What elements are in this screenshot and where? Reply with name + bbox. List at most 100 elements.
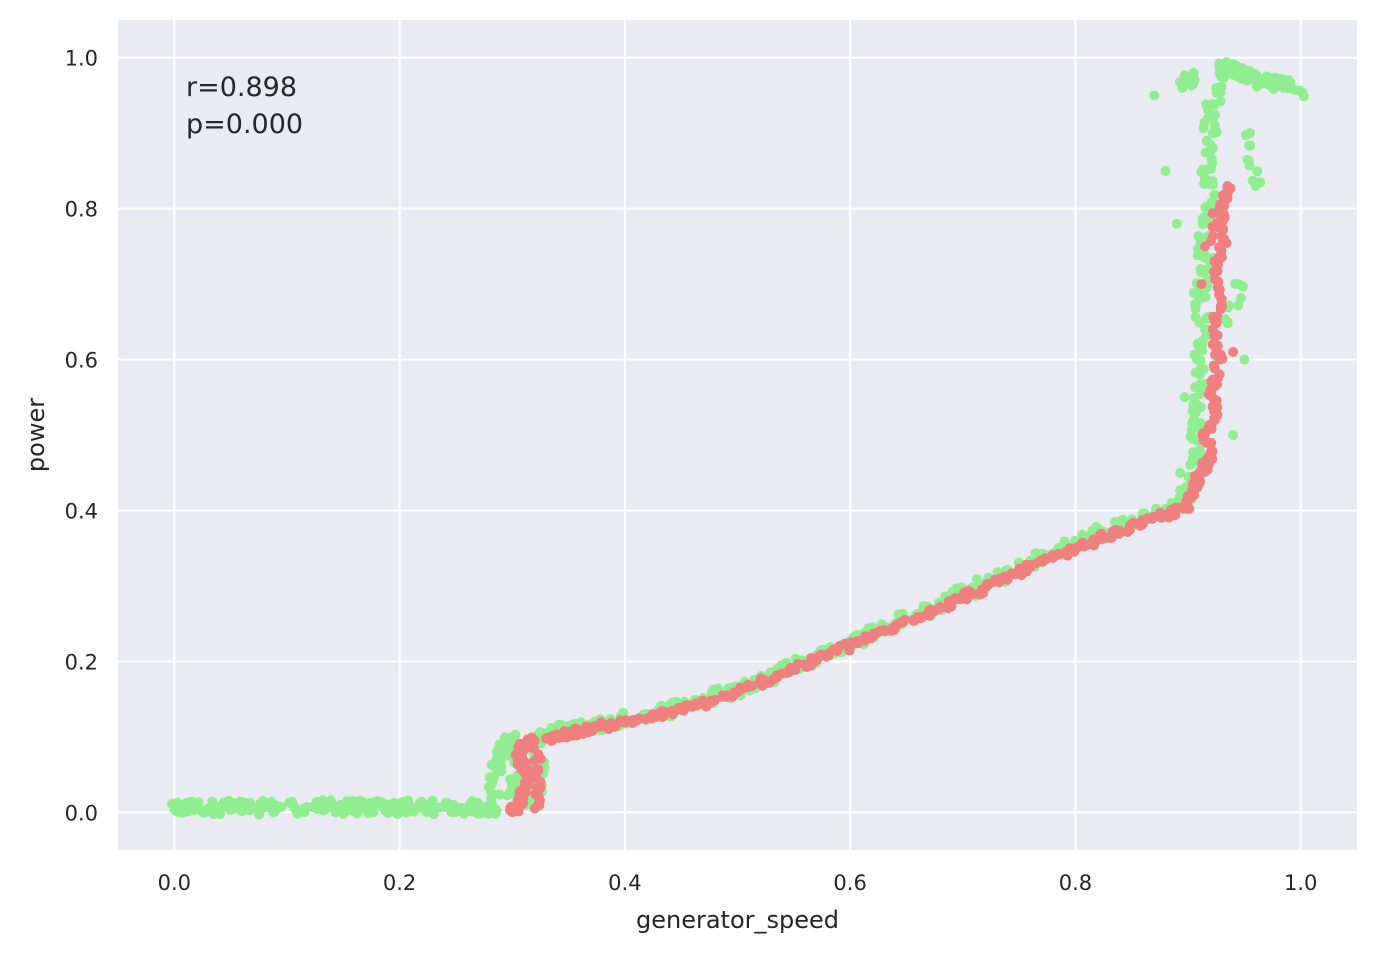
scatter-point bbox=[491, 805, 502, 816]
scatter-point bbox=[1243, 74, 1254, 85]
scatter-point bbox=[570, 723, 581, 734]
correlation-annotation: r=0.898 bbox=[186, 72, 297, 103]
scatter-point bbox=[368, 807, 379, 818]
scatter-point bbox=[286, 796, 297, 807]
scatter-point bbox=[1179, 392, 1190, 403]
scatter-point bbox=[1255, 177, 1266, 188]
scatter-point bbox=[667, 708, 678, 719]
scatter-point bbox=[1221, 238, 1232, 249]
y-tick-label: 0.6 bbox=[65, 349, 98, 373]
x-tick-label: 0.0 bbox=[158, 871, 191, 895]
scatter-point bbox=[1160, 165, 1171, 176]
scatter-point bbox=[1210, 329, 1221, 340]
scatter-point bbox=[1230, 278, 1241, 289]
scatter-point bbox=[1174, 77, 1185, 88]
scatter-point bbox=[207, 796, 218, 807]
scatter-point bbox=[1189, 349, 1200, 360]
scatter-point bbox=[1274, 74, 1285, 85]
scatter-point bbox=[234, 796, 245, 807]
scatter-point bbox=[510, 729, 521, 740]
scatter-point bbox=[1190, 312, 1201, 323]
scatter-point bbox=[1228, 347, 1239, 357]
scatter-point bbox=[1209, 363, 1220, 374]
scatter-point bbox=[1196, 279, 1207, 290]
scatter-point bbox=[1205, 236, 1216, 247]
y-tick-label: 0.4 bbox=[65, 499, 98, 523]
scatter-point bbox=[1207, 99, 1218, 110]
scatter-point bbox=[899, 614, 910, 625]
scatter-point bbox=[534, 798, 545, 809]
scatter-point bbox=[1297, 87, 1308, 98]
scatter-point bbox=[1215, 96, 1226, 107]
scatter-point bbox=[535, 753, 546, 764]
scatter-point bbox=[492, 747, 503, 758]
scatter-point bbox=[1087, 537, 1098, 548]
scatter-point bbox=[728, 688, 739, 699]
scatter-point bbox=[596, 717, 607, 728]
scatter-point bbox=[1217, 190, 1228, 201]
scatter-point bbox=[1195, 402, 1206, 413]
scatter-point bbox=[1204, 389, 1215, 400]
scatter-point bbox=[526, 732, 537, 743]
scatter-point bbox=[459, 808, 470, 819]
scatter-point bbox=[1200, 292, 1211, 303]
scatter-point bbox=[1209, 190, 1220, 201]
x-tick-label: 0.2 bbox=[383, 871, 416, 895]
scatter-point bbox=[1170, 502, 1181, 513]
x-tick-label: 0.4 bbox=[608, 871, 641, 895]
scatter-point bbox=[484, 772, 495, 783]
scatter-point bbox=[772, 672, 783, 683]
scatter-point bbox=[1240, 130, 1251, 141]
scatter-point bbox=[244, 805, 255, 816]
scatter-point bbox=[1205, 446, 1216, 457]
scatter-point bbox=[682, 700, 693, 711]
scatter-point bbox=[318, 805, 329, 816]
scatter-point bbox=[472, 797, 483, 808]
scatter-point bbox=[403, 795, 414, 806]
scatter-point bbox=[254, 802, 265, 813]
scatter-point bbox=[193, 797, 204, 808]
x-tick-label: 0.6 bbox=[833, 871, 866, 895]
scatter-point bbox=[1210, 109, 1221, 120]
scatter-point bbox=[1201, 135, 1212, 146]
scatter-point bbox=[1198, 123, 1209, 134]
scatter-point bbox=[1243, 155, 1254, 166]
scatter-point bbox=[392, 808, 403, 819]
scatter-point bbox=[1216, 245, 1227, 256]
scatter-point bbox=[450, 807, 461, 818]
y-tick-label: 1.0 bbox=[65, 47, 98, 71]
scatter-point bbox=[1207, 339, 1218, 350]
scatter-point bbox=[1207, 221, 1218, 232]
scatter-point bbox=[1196, 339, 1207, 350]
scatter-point bbox=[494, 789, 505, 800]
scatter-point bbox=[1198, 267, 1209, 278]
plot-area bbox=[118, 20, 1357, 850]
scatter-point bbox=[1237, 281, 1248, 292]
data-points bbox=[167, 57, 1309, 820]
scatter-point bbox=[236, 806, 247, 817]
y-tick-label: 0.0 bbox=[65, 801, 98, 825]
scatter-point bbox=[1244, 140, 1255, 151]
scatter-point bbox=[428, 809, 439, 820]
scatter-point bbox=[1209, 120, 1220, 131]
scatter-point bbox=[1188, 447, 1199, 458]
scatter-point bbox=[1228, 430, 1239, 440]
scatter-point bbox=[499, 740, 510, 751]
x-tick-label: 0.8 bbox=[1059, 871, 1092, 895]
scatter-point bbox=[792, 658, 803, 669]
scatter-point bbox=[336, 803, 347, 814]
scatter-point bbox=[709, 695, 720, 706]
tick-labels: 0.0 0.2 0.4 0.6 0.8 1.0 0.0 0.2 0.4 0.6 0.8 1.0 bbox=[65, 47, 1318, 895]
scatter-point bbox=[1239, 354, 1250, 365]
scatter-point bbox=[299, 807, 310, 818]
scatter-point bbox=[493, 756, 504, 767]
scatter-point bbox=[531, 772, 542, 783]
scatter-point bbox=[1187, 418, 1198, 429]
scatter-point bbox=[1207, 208, 1218, 219]
scatter-point bbox=[1149, 90, 1160, 101]
x-tick-label: 1.0 bbox=[1284, 871, 1317, 895]
scatter-point bbox=[1171, 218, 1182, 229]
scatter-point bbox=[178, 801, 189, 812]
y-axis-label: power bbox=[22, 398, 50, 472]
